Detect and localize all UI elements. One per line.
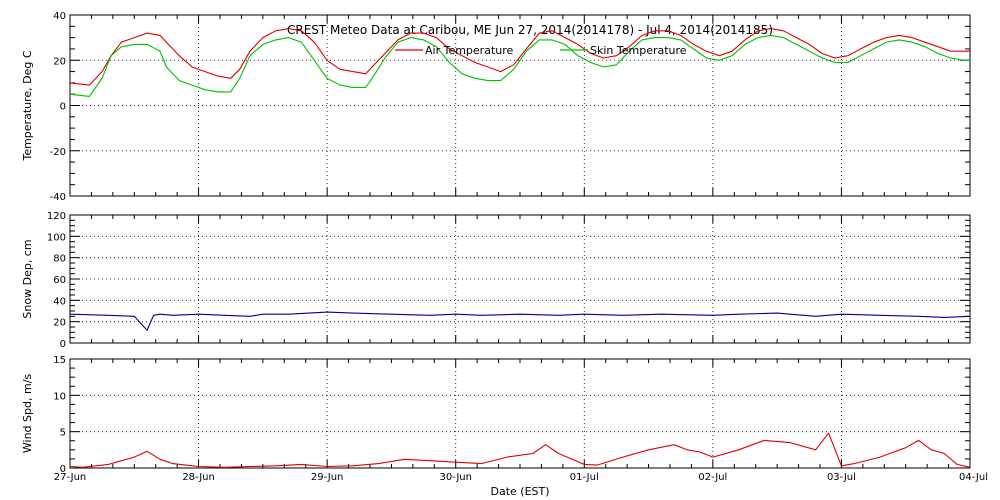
y-axis-title-wind: Wind Spd, m/s (21, 374, 34, 454)
y-tick-label: 60 (53, 275, 66, 286)
y-tick-label: 15 (53, 355, 66, 366)
series-line-wind-0 (69, 432, 971, 468)
x-tick-label: 02-Jul (698, 472, 727, 483)
y-tick-label: 10 (53, 391, 66, 402)
y-tick-label: -20 (50, 147, 66, 158)
y-tick-label: 20 (53, 318, 66, 329)
legend-entry: Air Temperature (425, 44, 514, 57)
legend-entry: Skin Temperature (590, 44, 687, 57)
x-tick-label: 27-Jun (54, 472, 87, 483)
x-tick-label: 28-Jun (182, 472, 215, 483)
y-tick-label: 100 (47, 232, 66, 243)
y-tick-label: 0 (60, 464, 66, 475)
legend: Air Temperature Skin Temperature (395, 44, 687, 57)
y-tick-label: 40 (53, 11, 66, 22)
y-tick-label: 0 (60, 102, 66, 113)
series-line-snow-0 (69, 311, 971, 331)
y-tick-label: 80 (53, 254, 66, 265)
x-tick-label: 30-Jun (439, 472, 472, 483)
series-line-temperature-0 (69, 28, 970, 86)
x-axis-title: Date (EST) (490, 485, 549, 498)
plot-frame-wind (69, 358, 971, 469)
panel-wind: 0 5 10 15 Wind Spd, m/s (21, 355, 971, 475)
x-tick-label: 29-Jun (311, 472, 344, 483)
y-tick-label: 0 (60, 339, 66, 350)
y-tick-label: 5 (60, 428, 66, 439)
x-tick-label: 03-Jul (827, 472, 856, 483)
chart-title: CREST Meteo Data at Caribou, ME Jun 27, … (287, 23, 773, 37)
y-tick-label: 120 (47, 211, 66, 222)
y-tick-label: 20 (53, 56, 66, 67)
x-tick-label: 04-Jul (959, 472, 988, 483)
x-tick-label: 01-Jul (570, 472, 599, 483)
y-tick-label: -40 (50, 192, 66, 203)
panel-temperature: -40 -20 0 20 40 Temperature, Deg C Air Tempera… (21, 11, 971, 203)
panel-snow: 0 20 40 60 80 100 120 Snow Dep, cm (21, 211, 971, 350)
y-axis-title-snow: Snow Dep, cm (21, 239, 34, 318)
series-line-temperature-1 (69, 34, 970, 97)
chart-panels: -40 -20 0 20 40 Temperature, Deg C Air Tempera… (21, 11, 988, 483)
y-axis-title-temperature: Temperature, Deg C (21, 50, 34, 161)
y-tick-label: 40 (53, 296, 66, 307)
